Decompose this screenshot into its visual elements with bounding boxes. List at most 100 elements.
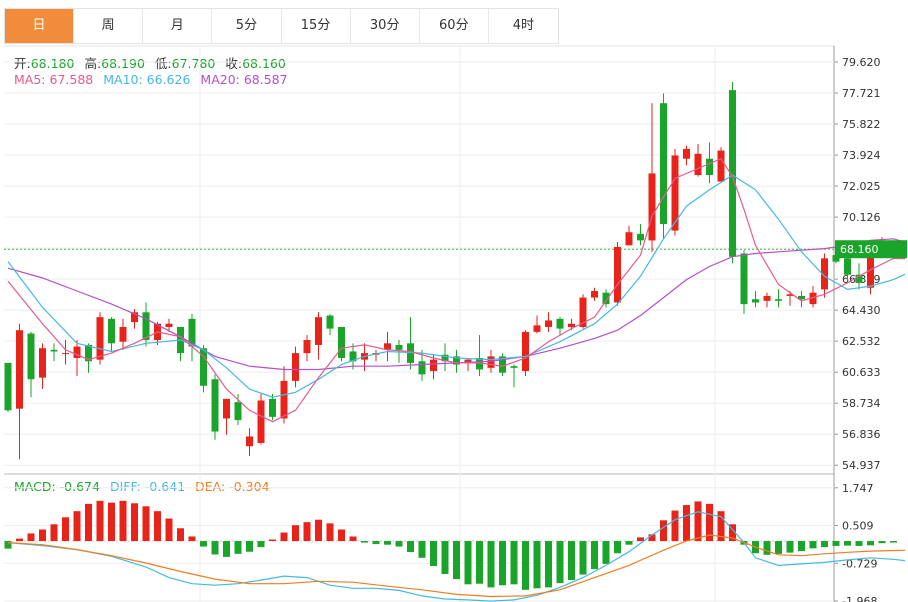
ohlc-info: 开:68.180 高:68.190 低:67.780 收:68.160 — [14, 53, 292, 72]
candle-body-64 — [740, 253, 748, 305]
tab-5[interactable]: 30分 — [351, 9, 420, 43]
macd-bar-0 — [4, 541, 12, 549]
candle-body-33 — [384, 343, 391, 350]
macd-bar-32 — [372, 541, 380, 545]
macd-bar-58 — [671, 510, 679, 542]
candle-body-25 — [292, 353, 299, 381]
candle-body-48 — [556, 318, 564, 329]
tab-1[interactable]: 周 — [74, 9, 144, 43]
candle-body-54 — [625, 232, 633, 246]
dea-line — [7, 534, 906, 598]
macd-bar-60 — [694, 501, 702, 542]
candle-body-51 — [591, 291, 598, 298]
candle-body-46 — [533, 325, 541, 332]
tab-4[interactable]: 15分 — [282, 9, 351, 43]
candle-body-38 — [441, 354, 449, 362]
ytick-label-5: 70.126 — [842, 211, 881, 224]
macd-bar-74 — [855, 541, 863, 546]
dea-value-info: DEA: -0.304 — [195, 479, 270, 494]
candle-body-29 — [338, 326, 345, 359]
macd-bar-22 — [257, 541, 265, 548]
candle-body-21 — [246, 436, 253, 447]
macd-bar-13 — [154, 511, 161, 542]
macd-bar-36 — [418, 541, 426, 558]
macd-bar-53 — [614, 541, 621, 554]
candle-body-73 — [844, 258, 851, 275]
macd-bar-8 — [96, 500, 104, 542]
macd-bar-31 — [361, 541, 368, 543]
candle-body-67 — [775, 299, 782, 301]
candle-body-4 — [50, 349, 58, 352]
ytick-label-12: 56.836 — [842, 428, 881, 441]
macd-bar-73 — [844, 541, 851, 546]
candle-body-55 — [637, 233, 644, 241]
candle-body-5 — [62, 353, 69, 355]
candle-body-27 — [315, 317, 322, 345]
candle-body-42 — [487, 356, 495, 368]
ytick-label-8: 64.430 — [842, 304, 881, 317]
macd-bar-72 — [832, 541, 840, 546]
macd-bar-9 — [108, 502, 115, 542]
macd-bar-27 — [315, 519, 322, 542]
candle-body-72 — [832, 255, 840, 262]
candle-body-45 — [522, 331, 529, 372]
candle-body-23 — [269, 398, 276, 417]
ytick-label-1: 77.721 — [842, 87, 881, 100]
macd-bar-55 — [637, 537, 644, 542]
macd-bar-35 — [407, 541, 414, 553]
candle-body-56 — [648, 173, 656, 241]
tab-6[interactable]: 60分 — [420, 9, 489, 43]
candle-body-68 — [786, 294, 794, 296]
candle-body-61 — [706, 158, 713, 176]
macd-info: MACD: -0.674 DIFF: -0.641 DEA: -0.304 — [14, 479, 276, 494]
candle-body-12 — [142, 312, 150, 341]
macd-ytick-label-3: -1.968 — [842, 595, 877, 602]
candle-body-52 — [602, 292, 610, 305]
candle-body-36 — [418, 361, 426, 375]
ytick-label-0: 79.620 — [842, 56, 881, 69]
macd-bar-56 — [648, 534, 656, 542]
candle-body-7 — [85, 344, 92, 362]
macd-bar-42 — [487, 541, 495, 588]
macd-bar-45 — [522, 541, 529, 590]
macd-bar-37 — [430, 541, 437, 567]
tab-3[interactable]: 5分 — [212, 9, 282, 43]
macd-bar-54 — [625, 541, 633, 545]
macd-bar-47 — [545, 541, 552, 588]
candle-body-62 — [717, 150, 725, 182]
macd-bar-46 — [533, 541, 541, 589]
macd-bar-6 — [73, 511, 81, 542]
period-tabs: 日周月 5分 15分 30分 60分 4时 — [4, 8, 559, 44]
ytick-label-11: 58.734 — [842, 397, 881, 410]
macd-bar-40 — [464, 541, 472, 585]
diff-line — [7, 511, 906, 602]
candle-body-16 — [188, 318, 196, 347]
candle-body-9 — [108, 318, 115, 344]
macd-bar-5 — [62, 517, 69, 542]
candle-body-24 — [280, 380, 288, 419]
candle-body-58 — [671, 155, 679, 231]
candle-body-57 — [660, 103, 667, 225]
tab-2[interactable]: 月 — [143, 9, 213, 43]
tab-7[interactable]: 4时 — [512, 18, 535, 33]
ytick-label-2: 75.822 — [842, 118, 881, 131]
macd-bar-39 — [453, 541, 460, 580]
ma20-info: MA20: 68.587 — [200, 72, 288, 87]
candle-body-69 — [798, 295, 805, 300]
macd-bar-2 — [27, 533, 35, 542]
macd-bar-16 — [188, 536, 196, 542]
candle-body-20 — [234, 402, 242, 421]
macd-bar-38 — [441, 541, 449, 574]
macd-bar-59 — [683, 505, 690, 542]
candle-body-49 — [568, 323, 575, 327]
candle-body-59 — [683, 148, 690, 159]
macd-bar-75 — [867, 541, 874, 546]
macd-bar-33 — [384, 541, 391, 545]
tab-0[interactable]: 日 — [5, 9, 75, 43]
candle-body-44 — [510, 366, 518, 368]
macd-bar-66 — [763, 541, 771, 555]
macd-bar-15 — [177, 528, 184, 542]
ma20-line — [7, 238, 906, 371]
candle-body-28 — [326, 315, 334, 329]
